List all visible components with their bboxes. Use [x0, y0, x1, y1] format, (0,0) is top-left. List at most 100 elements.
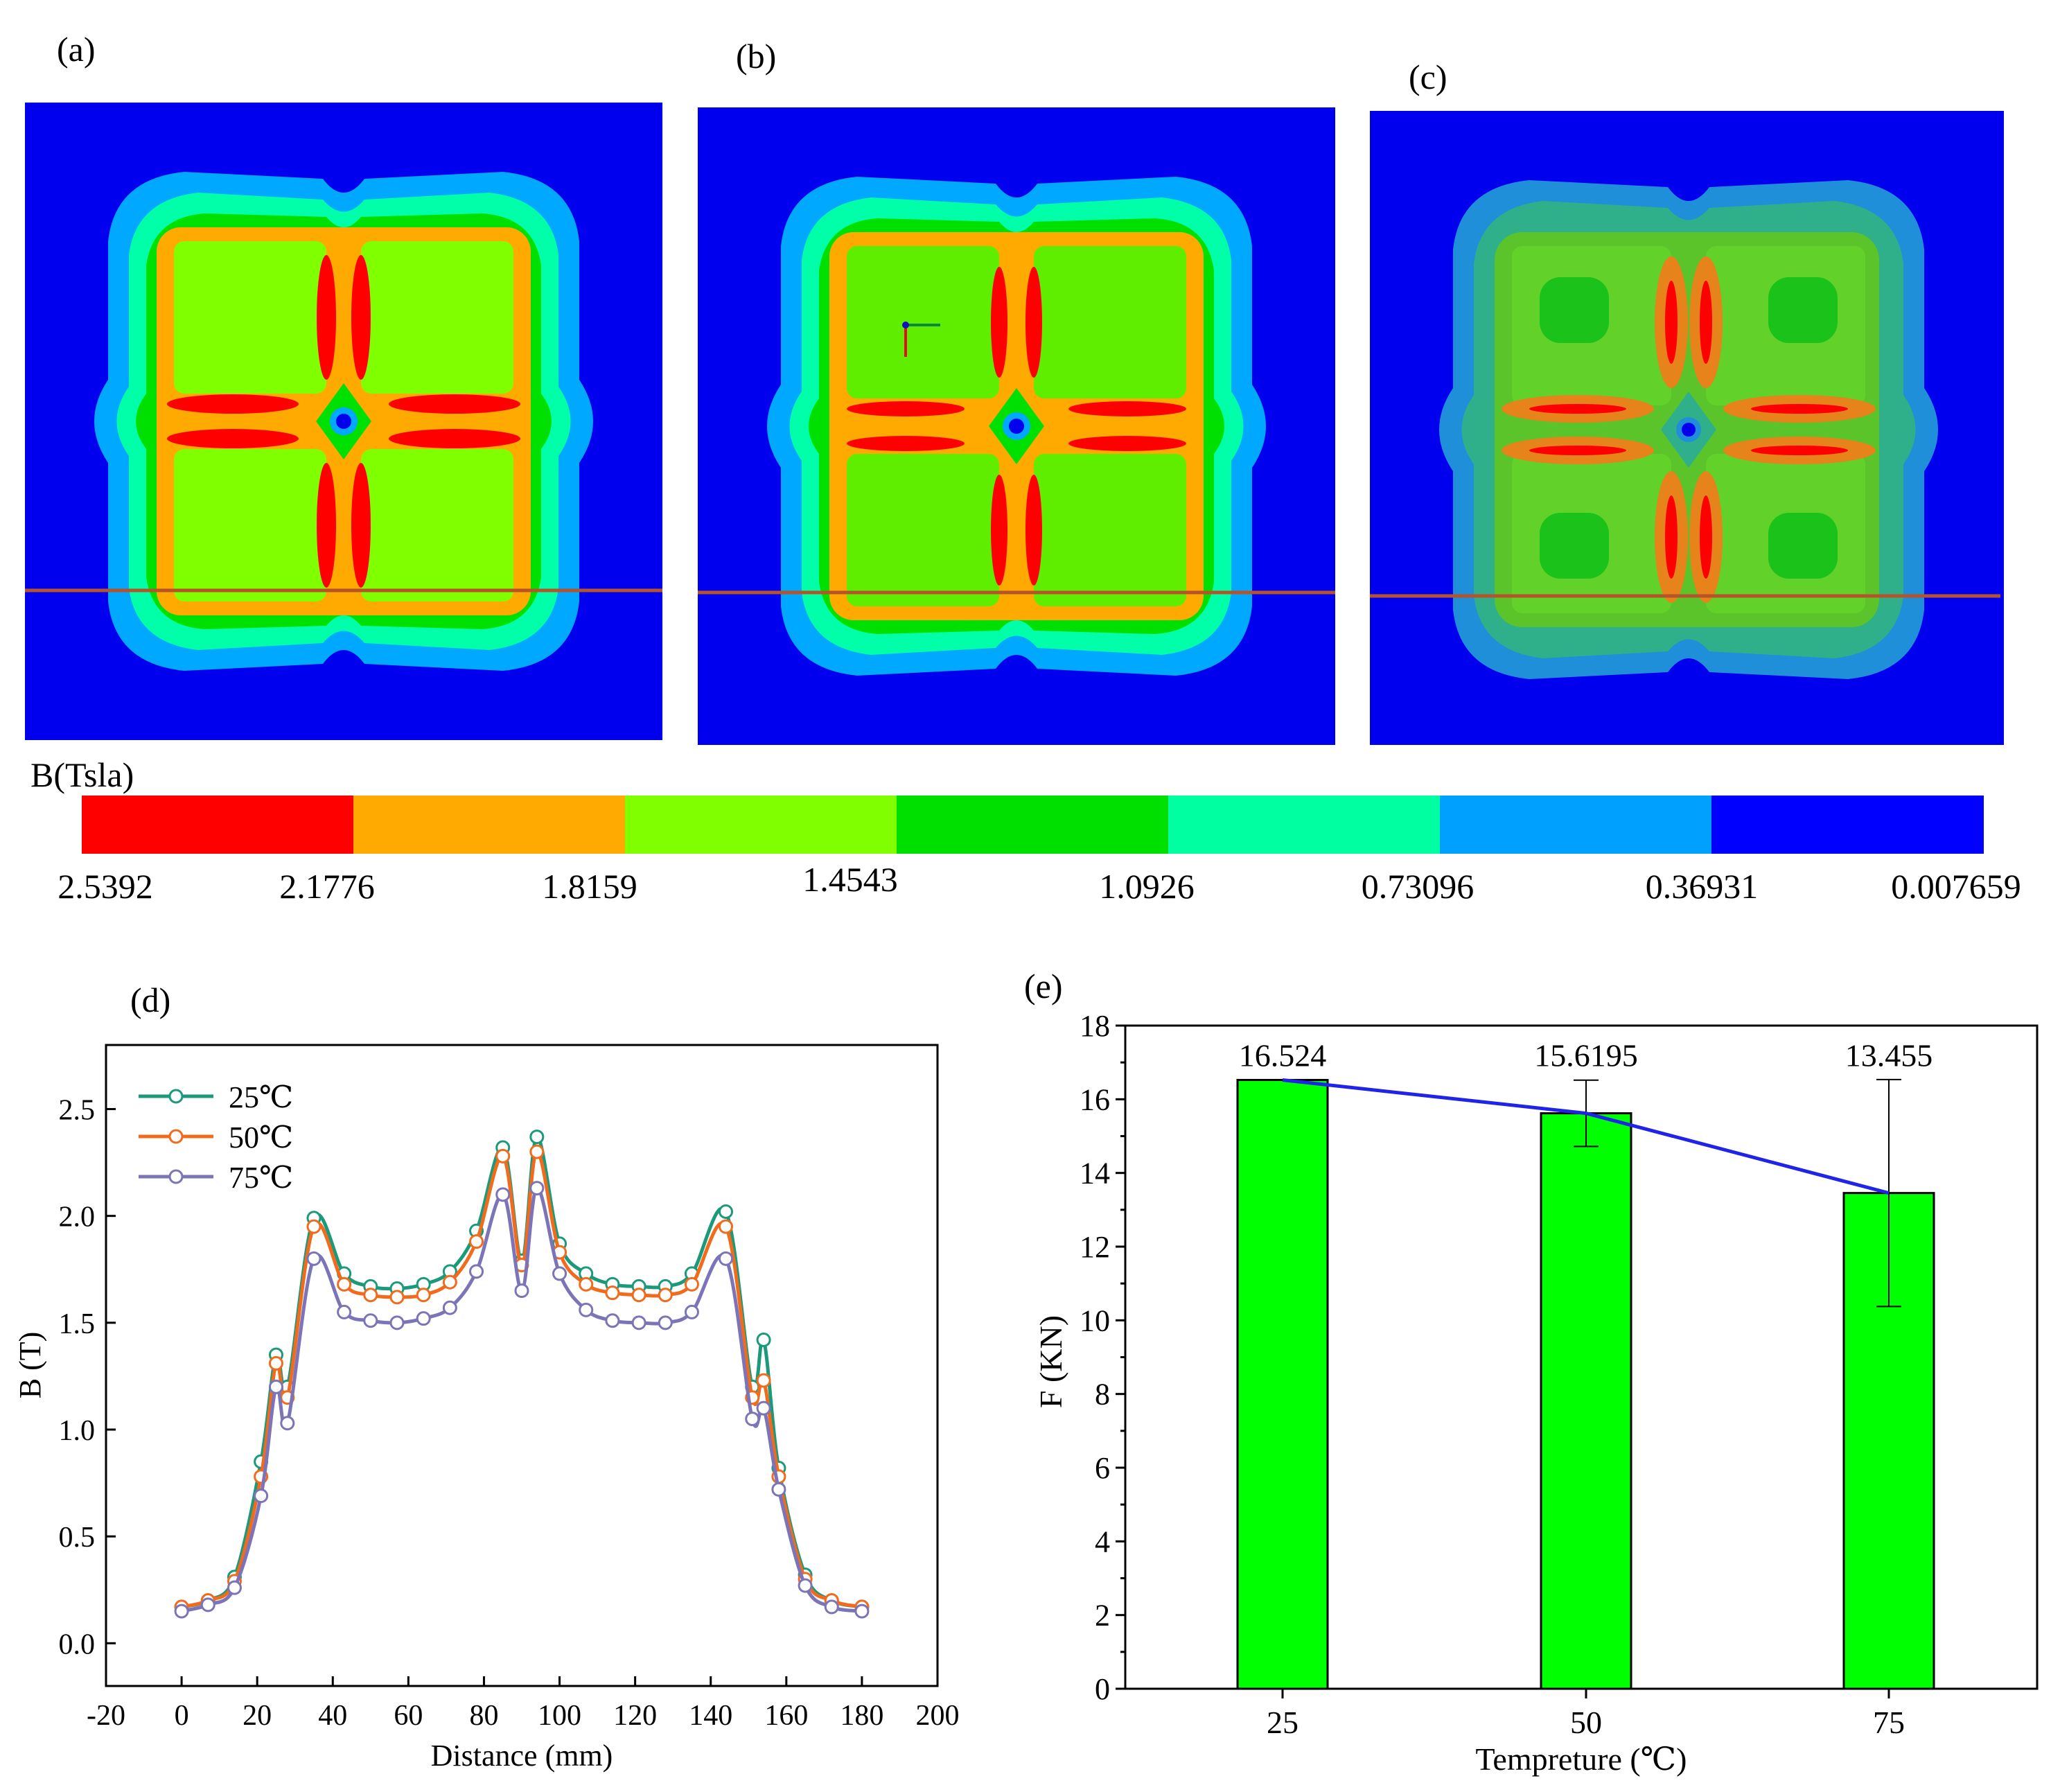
data-point	[579, 1276, 594, 1292]
x-tick-label-d: -20	[87, 1700, 125, 1732]
colorbar-label: 2.1776	[279, 867, 375, 906]
data-point	[389, 1315, 405, 1330]
y-tick-label-e: 12	[1080, 1230, 1110, 1264]
x-tick-label-d: 200	[916, 1700, 960, 1732]
data-point	[719, 1204, 734, 1219]
y-tick-label-d: 2.0	[59, 1202, 96, 1233]
data-point	[442, 1274, 457, 1290]
data-point	[174, 1604, 189, 1619]
colorbar-swatch	[1168, 796, 1441, 854]
data-point	[469, 1234, 484, 1249]
data-point	[227, 1580, 242, 1595]
y-tick-label-d: 1.5	[59, 1308, 96, 1340]
data-point	[495, 1148, 511, 1163]
plot-frame-d	[105, 1044, 939, 1687]
data-point	[268, 1355, 283, 1371]
y-tick-label-d: 0.5	[59, 1522, 96, 1554]
data-point	[268, 1379, 283, 1394]
panel-label-c: (c)	[1409, 58, 1447, 96]
legend-label: 75℃	[229, 1161, 293, 1195]
y-tick-label-e: 8	[1095, 1378, 1110, 1412]
bar	[1236, 1078, 1329, 1690]
data-point	[416, 1311, 431, 1326]
data-point	[280, 1416, 295, 1431]
data-point	[631, 1315, 646, 1330]
colorbar-label: 1.8159	[542, 867, 637, 906]
panel-label-d: (d)	[130, 981, 170, 1019]
bar-chart-e: 0 2 4 6 8 10 12 14 16 18 25 50 75 16.524 15.6195 13.45…	[1033, 1009, 2039, 1777]
y-axis-label-e: F (KN)	[1033, 1315, 1068, 1408]
x-tick-label-e: 50	[1570, 1705, 1602, 1740]
x-tick-label-e: 75	[1873, 1705, 1905, 1740]
x-tick-label-d: 20	[243, 1700, 272, 1732]
data-point	[306, 1251, 322, 1266]
legend-label: 50℃	[229, 1121, 293, 1154]
data-point	[389, 1290, 405, 1305]
colorbar-label: 0.73096	[1362, 867, 1474, 906]
data-point	[658, 1315, 673, 1330]
y-tick-label-e: 0	[1095, 1672, 1110, 1706]
x-tick-label-d: 40	[318, 1700, 347, 1732]
colorbar-swatch	[897, 796, 1169, 854]
data-point	[416, 1288, 431, 1303]
x-tick-label-e: 25	[1267, 1705, 1298, 1740]
y-tick-label-d: 1.0	[59, 1415, 96, 1447]
data-point	[756, 1400, 771, 1416]
legend-marker	[168, 1129, 184, 1144]
colorbar-swatch	[82, 796, 354, 854]
data-point	[684, 1276, 699, 1292]
data-point	[719, 1251, 734, 1266]
data-point	[529, 1130, 545, 1145]
series-line	[181, 1135, 863, 1609]
x-tick-label-d: 120	[613, 1700, 657, 1732]
line-chart-d: -20 0 20 40 60 80 100 120 140 160 180 200 0.0 0.5 1.0 1…	[13, 1044, 960, 1773]
x-tick-label-d: 100	[538, 1700, 581, 1732]
data-label: 16.524	[1239, 1037, 1327, 1073]
y-tick-label-e: 6	[1095, 1451, 1110, 1485]
data-point	[337, 1304, 352, 1319]
colorbar-title: B(Tsla)	[30, 755, 134, 794]
data-point	[254, 1488, 269, 1504]
data-point	[756, 1333, 771, 1347]
colorbar-label: 0.007659	[1891, 867, 2021, 906]
x-tick-label-d: 140	[689, 1700, 732, 1732]
legend-label: 25℃	[229, 1080, 293, 1114]
data-point	[719, 1219, 734, 1234]
x-tick-label-d: 80	[469, 1700, 498, 1732]
data-point	[529, 1144, 545, 1159]
colorbar-labels: 2.5392 2.1776 1.8159 1.4543 1.0926 0.73096 0.3…	[58, 860, 2021, 906]
data-point	[579, 1302, 594, 1317]
data-point	[605, 1313, 620, 1328]
x-tick-label-d: 180	[840, 1700, 883, 1732]
colorbar-label: 1.0926	[1099, 867, 1195, 906]
bar	[1540, 1112, 1632, 1690]
legend-marker	[168, 1089, 184, 1104]
y-tick-label-e: 2	[1095, 1599, 1110, 1633]
data-point	[363, 1288, 378, 1303]
contour-map-a: .inner{fill:#80ff00}	[25, 103, 662, 740]
legend-d: 25℃ 50℃ 75℃	[139, 1080, 293, 1195]
data-point	[514, 1283, 529, 1299]
contour-map-b	[698, 107, 1335, 745]
x-axis-label-e: Tempreture (℃)	[1476, 1741, 1687, 1777]
x-tick-label-d: 60	[394, 1700, 423, 1732]
y-tick-label-e: 14	[1080, 1157, 1110, 1191]
data-point	[854, 1604, 870, 1619]
data-point	[605, 1285, 620, 1301]
data-point	[306, 1219, 322, 1234]
y-tick-label-d: 2.5	[59, 1095, 96, 1127]
data-point	[200, 1597, 215, 1613]
y-tick-label-e: 4	[1095, 1525, 1110, 1558]
data-point	[658, 1288, 673, 1303]
data-point	[469, 1264, 484, 1279]
data-point	[631, 1288, 646, 1303]
y-axis-label-d: B (T)	[13, 1332, 47, 1399]
x-axis-label-d: Distance (mm)	[431, 1739, 613, 1773]
data-point	[798, 1578, 813, 1593]
data-point	[771, 1482, 786, 1497]
colorbar-swatch	[353, 796, 626, 854]
colorbar	[82, 796, 1984, 854]
data-point	[552, 1266, 567, 1281]
colorbar-label: 0.36931	[1646, 867, 1759, 906]
